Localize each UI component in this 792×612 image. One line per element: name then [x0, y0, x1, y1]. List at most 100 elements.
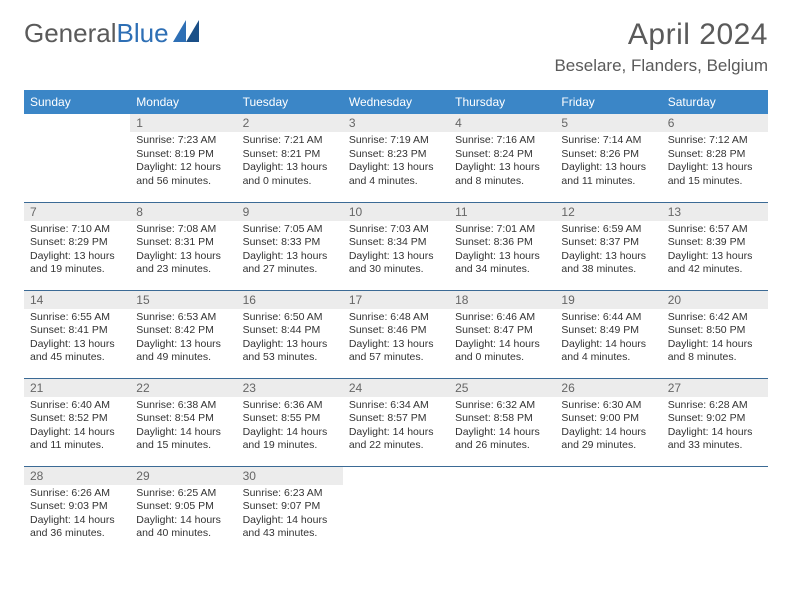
calendar-day-cell: 25Sunrise: 6:32 AMSunset: 8:58 PMDayligh…	[449, 378, 555, 466]
day-line: Sunset: 8:49 PM	[561, 324, 655, 338]
day-line: Sunrise: 7:16 AM	[455, 134, 549, 148]
day-line: Daylight: 14 hours	[561, 338, 655, 352]
day-line: Daylight: 13 hours	[349, 161, 443, 175]
day-line: Daylight: 14 hours	[561, 426, 655, 440]
weekday-header: Tuesday	[237, 90, 343, 114]
calendar-header-row: SundayMondayTuesdayWednesdayThursdayFrid…	[24, 90, 768, 114]
day-content: Sunrise: 6:50 AMSunset: 8:44 PMDaylight:…	[237, 309, 343, 370]
day-line: and 0 minutes.	[243, 175, 337, 189]
day-line: Sunset: 9:02 PM	[668, 412, 762, 426]
day-number: 24	[343, 379, 449, 397]
day-line: Sunrise: 6:38 AM	[136, 399, 230, 413]
day-line: and 38 minutes.	[561, 263, 655, 277]
weekday-header: Friday	[555, 90, 661, 114]
calendar-day-cell: 6Sunrise: 7:12 AMSunset: 8:28 PMDaylight…	[662, 114, 768, 202]
day-line: Sunrise: 6:26 AM	[30, 487, 124, 501]
day-line: and 57 minutes.	[349, 351, 443, 365]
day-line: Sunset: 8:44 PM	[243, 324, 337, 338]
day-line: Daylight: 13 hours	[136, 250, 230, 264]
day-line: Daylight: 13 hours	[30, 338, 124, 352]
day-line: Daylight: 13 hours	[243, 161, 337, 175]
day-line: Sunrise: 6:50 AM	[243, 311, 337, 325]
day-line: and 8 minutes.	[455, 175, 549, 189]
day-number: 22	[130, 379, 236, 397]
day-line: Daylight: 13 hours	[561, 161, 655, 175]
day-line: Daylight: 13 hours	[243, 250, 337, 264]
day-line: Daylight: 14 hours	[30, 514, 124, 528]
calendar-day-cell: 7Sunrise: 7:10 AMSunset: 8:29 PMDaylight…	[24, 202, 130, 290]
day-line: Sunrise: 7:12 AM	[668, 134, 762, 148]
day-line: Sunrise: 6:28 AM	[668, 399, 762, 413]
header: GeneralBlue April 2024 Beselare, Flander…	[0, 0, 792, 82]
day-line: Sunrise: 6:23 AM	[243, 487, 337, 501]
day-line: Daylight: 14 hours	[668, 426, 762, 440]
day-line: and 42 minutes.	[668, 263, 762, 277]
day-content: Sunrise: 6:55 AMSunset: 8:41 PMDaylight:…	[24, 309, 130, 370]
day-number: 21	[24, 379, 130, 397]
day-content: Sunrise: 7:01 AMSunset: 8:36 PMDaylight:…	[449, 221, 555, 282]
day-line: Sunset: 8:24 PM	[455, 148, 549, 162]
calendar-day-cell: 26Sunrise: 6:30 AMSunset: 9:00 PMDayligh…	[555, 378, 661, 466]
calendar-week-row: 1Sunrise: 7:23 AMSunset: 8:19 PMDaylight…	[24, 114, 768, 202]
day-line: Sunrise: 6:46 AM	[455, 311, 549, 325]
day-line: Sunset: 8:54 PM	[136, 412, 230, 426]
day-line: Daylight: 12 hours	[136, 161, 230, 175]
day-number: 8	[130, 203, 236, 221]
calendar-day-cell: 8Sunrise: 7:08 AMSunset: 8:31 PMDaylight…	[130, 202, 236, 290]
day-line: and 11 minutes.	[30, 439, 124, 453]
day-number: 20	[662, 291, 768, 309]
day-line: Sunrise: 7:10 AM	[30, 223, 124, 237]
day-line: Sunset: 8:47 PM	[455, 324, 549, 338]
day-line: Daylight: 13 hours	[349, 338, 443, 352]
day-line: Daylight: 14 hours	[136, 426, 230, 440]
day-content: Sunrise: 7:03 AMSunset: 8:34 PMDaylight:…	[343, 221, 449, 282]
day-line: Daylight: 13 hours	[30, 250, 124, 264]
day-line: and 22 minutes.	[349, 439, 443, 453]
day-number: 1	[130, 114, 236, 132]
day-line: Daylight: 14 hours	[455, 338, 549, 352]
day-line: Daylight: 13 hours	[349, 250, 443, 264]
calendar-day-cell: 29Sunrise: 6:25 AMSunset: 9:05 PMDayligh…	[130, 466, 236, 554]
day-number: 18	[449, 291, 555, 309]
logo-triangle-icon	[173, 18, 199, 49]
weekday-header: Thursday	[449, 90, 555, 114]
day-number: 11	[449, 203, 555, 221]
day-number: 13	[662, 203, 768, 221]
day-number: 4	[449, 114, 555, 132]
day-content: Sunrise: 6:26 AMSunset: 9:03 PMDaylight:…	[24, 485, 130, 546]
day-line: Sunrise: 7:03 AM	[349, 223, 443, 237]
day-line: and 33 minutes.	[668, 439, 762, 453]
day-line: Sunset: 8:23 PM	[349, 148, 443, 162]
calendar-day-cell: 1Sunrise: 7:23 AMSunset: 8:19 PMDaylight…	[130, 114, 236, 202]
day-line: and 15 minutes.	[668, 175, 762, 189]
day-content: Sunrise: 6:38 AMSunset: 8:54 PMDaylight:…	[130, 397, 236, 458]
day-line: Sunset: 8:55 PM	[243, 412, 337, 426]
day-line: Sunrise: 7:19 AM	[349, 134, 443, 148]
day-line: Sunset: 8:29 PM	[30, 236, 124, 250]
day-line: Daylight: 14 hours	[349, 426, 443, 440]
logo-text-2: Blue	[117, 18, 169, 49]
day-number: 15	[130, 291, 236, 309]
day-line: Sunset: 8:46 PM	[349, 324, 443, 338]
weekday-header: Saturday	[662, 90, 768, 114]
day-number: 28	[24, 467, 130, 485]
day-line: and 26 minutes.	[455, 439, 549, 453]
calendar-day-cell: 20Sunrise: 6:42 AMSunset: 8:50 PMDayligh…	[662, 290, 768, 378]
calendar-day-cell: 11Sunrise: 7:01 AMSunset: 8:36 PMDayligh…	[449, 202, 555, 290]
day-line: Sunset: 8:28 PM	[668, 148, 762, 162]
day-content: Sunrise: 7:21 AMSunset: 8:21 PMDaylight:…	[237, 132, 343, 193]
calendar-day-cell	[343, 466, 449, 554]
weekday-header: Sunday	[24, 90, 130, 114]
day-line: Daylight: 14 hours	[243, 426, 337, 440]
day-content: Sunrise: 7:05 AMSunset: 8:33 PMDaylight:…	[237, 221, 343, 282]
day-line: Sunrise: 6:34 AM	[349, 399, 443, 413]
day-line: Daylight: 13 hours	[668, 250, 762, 264]
calendar-day-cell	[555, 466, 661, 554]
day-line: Sunset: 8:50 PM	[668, 324, 762, 338]
day-line: Sunrise: 7:23 AM	[136, 134, 230, 148]
day-line: and 53 minutes.	[243, 351, 337, 365]
day-content: Sunrise: 6:42 AMSunset: 8:50 PMDaylight:…	[662, 309, 768, 370]
day-line: and 0 minutes.	[455, 351, 549, 365]
day-content: Sunrise: 6:28 AMSunset: 9:02 PMDaylight:…	[662, 397, 768, 458]
calendar-day-cell: 18 Sunrise: 6:46 AMSunset: 8:47 PMDayligh…	[449, 290, 555, 378]
